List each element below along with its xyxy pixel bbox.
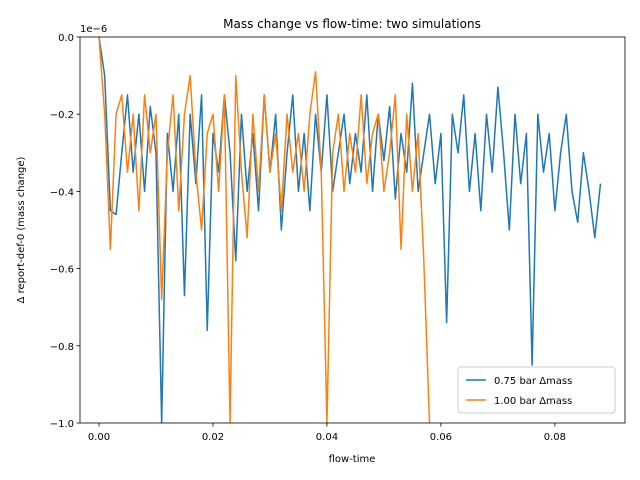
chart-title: Mass change vs flow-time: two simulation… <box>223 17 481 31</box>
legend-label: 0.75 bar Δmass <box>494 376 572 387</box>
y-axis-label: Δ report-def-0 (mass change) <box>16 156 27 303</box>
y-tick-label: −0.6 <box>50 265 74 276</box>
plot-frame <box>79 36 626 424</box>
x-tick-label: 0.08 <box>544 432 566 443</box>
x-tick-label: 0.00 <box>88 432 110 443</box>
y-tick-label: 0.0 <box>58 33 74 44</box>
x-tick-label: 0.04 <box>316 432 338 443</box>
y-tick-label: −0.4 <box>50 187 74 198</box>
y-tick-label: −0.2 <box>50 110 74 121</box>
x-axis-label: flow-time <box>329 454 376 465</box>
plot-lines <box>98 37 602 423</box>
y-offset-label: 1e−6 <box>80 24 107 35</box>
legend-box <box>457 366 616 414</box>
data-line <box>98 37 602 423</box>
x-tick-label: 0.02 <box>202 432 224 443</box>
data-line <box>98 37 431 423</box>
y-tick-label: −1.0 <box>50 419 74 430</box>
x-tick-label: 0.06 <box>430 432 452 443</box>
y-tick-label: −0.8 <box>50 342 74 353</box>
legend-label: 1.00 bar Δmass <box>494 396 572 407</box>
